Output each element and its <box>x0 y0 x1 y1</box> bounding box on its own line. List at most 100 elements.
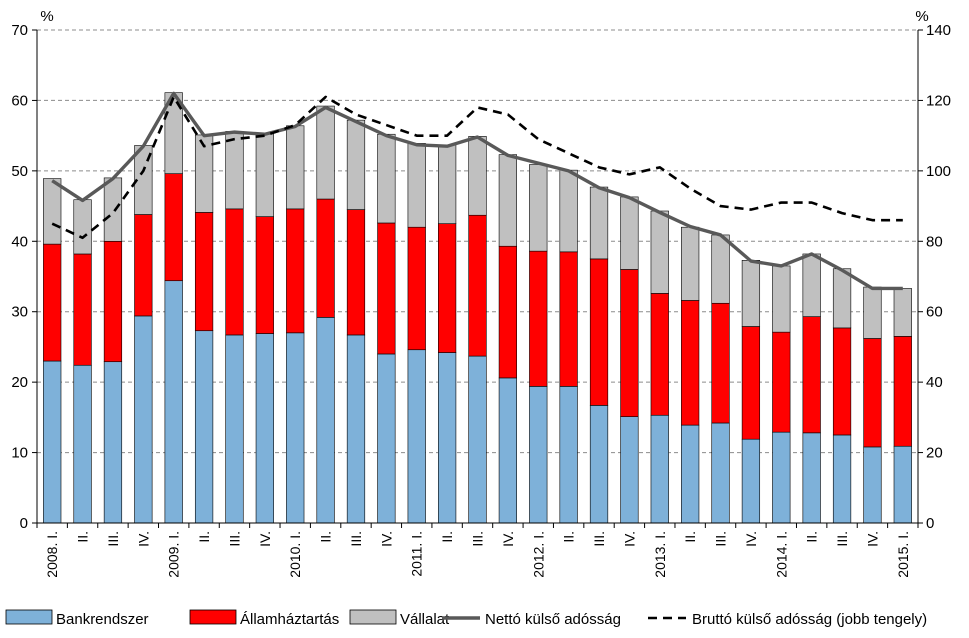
legend-swatch <box>349 609 397 625</box>
bar-segment <box>194 212 214 332</box>
bar-segment <box>134 315 153 524</box>
bar-segment <box>893 336 912 447</box>
right-tick-label: 100 <box>926 163 951 180</box>
bar-segment <box>589 186 609 260</box>
x-tick-label: II. <box>318 531 334 543</box>
right-tick-label: 40 <box>926 374 943 391</box>
bar-segment <box>346 209 366 336</box>
bar-segment <box>73 253 92 366</box>
left-tick-label: 40 <box>11 233 28 250</box>
bar-segment <box>650 293 669 416</box>
bar-segment <box>43 360 62 524</box>
bar-segment <box>863 338 882 448</box>
left-tick-label: 0 <box>20 515 28 532</box>
x-tick-label: 2014. I. <box>773 531 789 578</box>
right-tick-label: 140 <box>926 22 951 39</box>
x-tick-label: 2015. I. <box>895 531 911 578</box>
bar-segment <box>802 253 821 317</box>
x-tick-label: IV. <box>500 531 516 547</box>
bar-segment <box>286 208 305 334</box>
left-tick-label: 70 <box>11 22 28 39</box>
bar-segment <box>498 245 517 379</box>
right-tick-label: 0 <box>926 515 934 532</box>
x-tick-label: III. <box>591 531 607 547</box>
bar-segment <box>832 434 852 524</box>
bar-segment <box>377 222 396 355</box>
bar-segment <box>316 198 335 318</box>
bar-segment <box>498 154 517 247</box>
bar-segment <box>468 136 487 216</box>
right-tick-label: 60 <box>926 304 943 321</box>
x-tick-label: II. <box>196 531 212 543</box>
series-line <box>51 91 903 291</box>
bar-segment <box>73 199 92 255</box>
x-tick-label: III. <box>834 531 850 547</box>
x-tick-label: II. <box>561 531 577 543</box>
x-tick-label: IV. <box>257 531 273 547</box>
bar-segment <box>346 334 366 524</box>
bar-segment <box>772 331 791 433</box>
bar-segment <box>529 386 548 524</box>
x-tick-label: 2009. I. <box>166 531 182 578</box>
bar-segment <box>255 216 274 334</box>
x-tick-label: IV. <box>378 531 394 547</box>
x-tick-label: 2008. I. <box>44 531 60 578</box>
bar-segment <box>286 125 305 210</box>
right-tick-label: 20 <box>926 445 943 462</box>
bar-segment <box>255 132 274 217</box>
bar-segment <box>802 432 821 524</box>
bar-segment <box>650 414 669 524</box>
bar-segment <box>438 352 457 524</box>
bar-segment <box>194 330 214 524</box>
legend-label: Bankrendszer <box>56 611 149 628</box>
bar-segment <box>620 269 639 417</box>
bar-segment <box>832 268 852 329</box>
bar-segment <box>741 438 761 524</box>
bar-segment <box>863 446 882 524</box>
bar-segment <box>529 164 548 252</box>
right-unit-label: % <box>915 8 928 25</box>
bar-segment <box>438 223 457 353</box>
bar-segment <box>893 445 912 524</box>
bar-segment <box>134 214 153 317</box>
x-tick-label: 2010. I. <box>287 531 303 578</box>
x-tick-label: IV. <box>135 531 151 547</box>
bar-segment <box>286 332 305 524</box>
x-tick-label: III. <box>348 531 364 547</box>
bar-segment <box>225 334 244 524</box>
bar-segment <box>772 265 791 333</box>
axes: 0 10 20 30 40 50 60 70 0 20 40 60 80 100 120 140% % 2008.… <box>11 8 951 578</box>
bar-segment <box>73 364 92 524</box>
bar-segment <box>559 169 578 253</box>
x-tick-label: 2012. I. <box>530 531 546 578</box>
bar-segment <box>346 119 366 210</box>
bar-segment <box>620 196 639 270</box>
right-tick-label: 80 <box>926 233 943 250</box>
bar-segment <box>741 326 761 440</box>
bar-segment <box>529 250 548 387</box>
right-tick-label: 120 <box>926 92 951 109</box>
bar-segment <box>711 422 730 524</box>
bar-segment <box>255 333 274 524</box>
left-unit-label: % <box>40 8 53 25</box>
legend-label: Bruttó külső adósság (jobb tengely) <box>692 611 927 628</box>
x-tick-label: IV. <box>743 531 759 547</box>
left-tick-label: 50 <box>11 163 28 180</box>
bar-segment <box>681 424 700 524</box>
x-tick-label: III. <box>713 531 729 547</box>
bar-segment <box>741 260 761 327</box>
bar-segment <box>559 251 578 387</box>
bar-segment <box>589 258 609 406</box>
bar-segment <box>377 353 396 524</box>
bar-segment <box>164 173 183 282</box>
left-tick-label: 30 <box>11 304 28 321</box>
bar-segment <box>316 105 335 200</box>
bar-segment <box>43 243 62 362</box>
bar-segment <box>893 288 912 337</box>
bar-segment <box>559 386 578 524</box>
x-tick-label: II. <box>439 531 455 543</box>
left-tick-label: 60 <box>11 92 28 109</box>
bar-segment <box>316 317 335 524</box>
bar-segment <box>225 208 244 336</box>
bar-segment <box>802 316 821 434</box>
